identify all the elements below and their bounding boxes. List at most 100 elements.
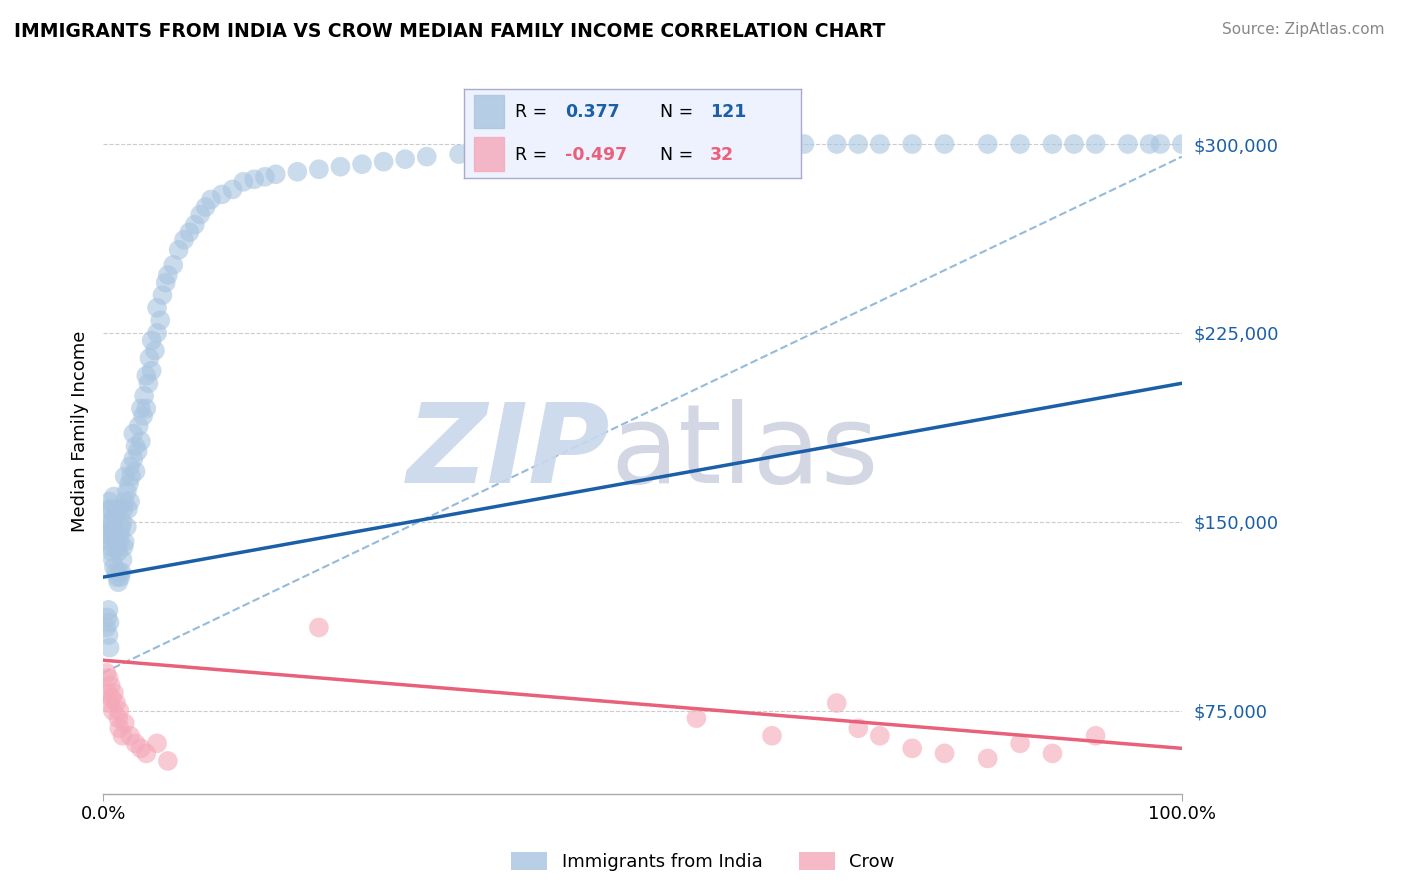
Point <box>308 162 330 177</box>
Point <box>128 419 150 434</box>
Point <box>1084 729 1107 743</box>
Bar <box>474 95 505 128</box>
Text: 32: 32 <box>710 146 734 164</box>
Point <box>243 172 266 186</box>
Point <box>156 268 179 282</box>
Point <box>135 401 157 416</box>
Point <box>1149 136 1171 151</box>
Point <box>149 313 172 327</box>
Point <box>100 515 122 529</box>
Point <box>120 459 142 474</box>
Point <box>194 200 217 214</box>
Point <box>146 736 169 750</box>
Point <box>1010 136 1032 151</box>
Point <box>578 136 600 151</box>
Point <box>129 741 152 756</box>
Point <box>901 136 924 151</box>
Text: N =: N = <box>659 103 693 121</box>
Point <box>135 368 157 383</box>
Point <box>96 620 118 634</box>
Point <box>523 139 546 153</box>
Point <box>101 704 124 718</box>
Point <box>977 136 1000 151</box>
Point <box>1042 136 1064 151</box>
Point <box>373 154 395 169</box>
Point <box>846 721 869 735</box>
Point <box>110 527 132 541</box>
Point <box>394 152 416 166</box>
Point <box>134 389 156 403</box>
Point <box>761 729 783 743</box>
Point <box>685 711 707 725</box>
Point <box>96 686 118 700</box>
Point <box>105 570 128 584</box>
Point <box>152 288 174 302</box>
Point <box>869 729 891 743</box>
Point <box>98 696 121 710</box>
Point <box>97 671 120 685</box>
Point <box>1139 136 1161 151</box>
Y-axis label: Median Family Income: Median Family Income <box>72 330 89 532</box>
Point <box>98 615 121 630</box>
Point <box>308 620 330 634</box>
Point <box>98 494 121 508</box>
Point <box>1063 136 1085 151</box>
Point <box>114 716 136 731</box>
Point <box>200 193 222 207</box>
Point <box>105 565 128 579</box>
Point <box>173 233 195 247</box>
Point <box>115 520 138 534</box>
Point <box>118 477 141 491</box>
Point <box>1171 136 1194 151</box>
Text: 0.377: 0.377 <box>565 103 620 121</box>
Point <box>105 502 128 516</box>
Point <box>105 540 128 554</box>
Point <box>761 136 783 151</box>
Text: R =: R = <box>515 146 547 164</box>
Point <box>652 136 675 151</box>
Text: R =: R = <box>515 103 547 121</box>
Point <box>129 401 152 416</box>
Point <box>184 218 207 232</box>
Text: -0.497: -0.497 <box>565 146 627 164</box>
Bar <box>474 137 505 171</box>
Point <box>449 147 471 161</box>
Text: N =: N = <box>659 146 693 164</box>
Point <box>1084 136 1107 151</box>
Point <box>108 704 131 718</box>
Point <box>96 520 118 534</box>
Point <box>146 326 169 340</box>
Point <box>111 729 134 743</box>
Point <box>100 678 122 692</box>
Point <box>96 665 118 680</box>
Point <box>108 502 131 516</box>
Point <box>98 640 121 655</box>
Point <box>846 136 869 151</box>
Point <box>285 165 308 179</box>
Point <box>127 444 149 458</box>
Point <box>610 136 633 151</box>
Point <box>977 751 1000 765</box>
Point <box>221 182 243 196</box>
Point <box>108 721 131 735</box>
Point <box>188 208 211 222</box>
Point <box>103 490 125 504</box>
Point <box>114 494 136 508</box>
Text: Source: ZipAtlas.com: Source: ZipAtlas.com <box>1222 22 1385 37</box>
Point <box>546 139 568 153</box>
Point <box>138 351 160 365</box>
Point <box>115 484 138 499</box>
Point <box>100 540 122 554</box>
Point <box>869 136 891 151</box>
Text: ZIP: ZIP <box>406 400 610 507</box>
Point <box>108 534 131 549</box>
Point <box>107 545 129 559</box>
Point <box>114 469 136 483</box>
Point <box>631 136 654 151</box>
Point <box>155 276 177 290</box>
Point <box>1010 736 1032 750</box>
Point <box>98 534 121 549</box>
Point <box>100 545 122 559</box>
Text: atlas: atlas <box>610 400 879 507</box>
Legend: Immigrants from India, Crow: Immigrants from India, Crow <box>505 845 901 879</box>
